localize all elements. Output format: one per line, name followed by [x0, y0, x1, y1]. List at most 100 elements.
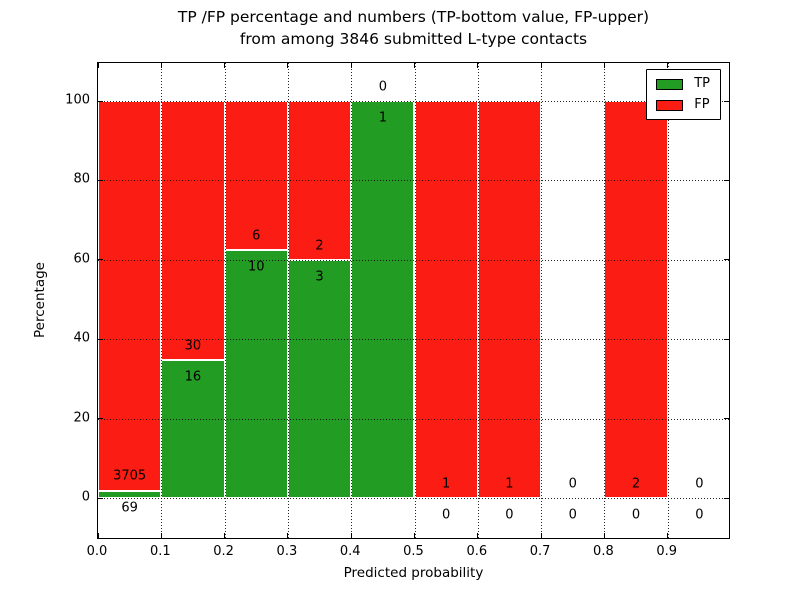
y-tickmark-right: [724, 100, 729, 102]
bar-segment-fp: [224, 101, 288, 250]
fp-count-label: 2: [315, 238, 324, 253]
x-tick-label: 0.3: [276, 544, 298, 559]
y-tickmark-right: [724, 338, 729, 340]
tp-color-swatch-icon: [656, 78, 684, 90]
y-gridline: [98, 339, 729, 341]
fp-count-label: 0: [695, 476, 704, 492]
fp-count-label: 3705: [113, 468, 147, 484]
y-gridline: [98, 418, 729, 420]
tp-count-label: 16: [184, 369, 202, 385]
x-tickmark-top: [414, 63, 415, 68]
bar-segment-fp: [604, 101, 668, 498]
x-gridline: [477, 63, 479, 538]
x-tickmark-bottom: [603, 533, 605, 538]
bar-segment-tp: [98, 490, 162, 498]
x-tick-label: 0.8: [593, 544, 614, 559]
y-gridline: [98, 101, 729, 102]
y-gridline: [98, 498, 729, 499]
x-tickmark-top: [287, 63, 289, 68]
bar-segment-tp: [224, 249, 288, 498]
y-tickmark-left: [98, 338, 103, 340]
x-tick-label: 0.4: [339, 544, 361, 559]
x-tickmark-bottom: [160, 533, 162, 538]
tp-count-label: 0: [442, 507, 451, 523]
x-tickmark-top: [224, 63, 226, 68]
tp-count-label: 1: [378, 110, 387, 126]
x-tick-label: 0.2: [213, 544, 234, 559]
fp-count-label: 0: [378, 79, 387, 95]
x-tickmark-top: [667, 63, 669, 68]
x-tickmark-bottom: [540, 533, 542, 538]
y-tickmark-right: [724, 497, 729, 499]
tp-count-label: 0: [695, 507, 704, 523]
x-gridline: [667, 63, 669, 538]
fp-count-label: 1: [442, 476, 451, 492]
fp-count-label: 2: [631, 476, 641, 492]
y-tickmark-left: [98, 497, 103, 499]
chart-title-line1: TP /FP percentage and numbers (TP-bottom…: [177, 8, 650, 26]
x-gridline: [161, 63, 163, 538]
x-tickmark-bottom: [224, 533, 226, 538]
legend-item-fp: FP: [656, 98, 710, 112]
tp-count-label: 3: [315, 269, 324, 285]
y-tickmark-left: [98, 259, 103, 261]
x-gridline: [541, 63, 543, 538]
x-tickmark-bottom: [667, 533, 669, 538]
x-tickmark-top: [350, 63, 352, 68]
x-tick-label: 0.7: [529, 544, 551, 559]
x-tickmark-bottom: [477, 533, 479, 538]
tp-count-label: 69: [121, 500, 138, 516]
y-tick-label: 60: [73, 251, 90, 267]
tp-count-label: 0: [568, 507, 577, 523]
x-tickmark-top: [477, 63, 479, 68]
fp-color-swatch-icon: [656, 99, 684, 111]
x-gridline: [351, 63, 353, 538]
chart-title-line2: from among 3846 submitted L-type contact…: [239, 30, 588, 48]
chart-title: TP /FP percentage and numbers (TP-bottom…: [97, 6, 730, 50]
x-tickmark-bottom: [287, 533, 289, 538]
x-gridline: [287, 63, 289, 538]
x-tick-label: 0.9: [656, 544, 678, 559]
y-gridline: [98, 259, 729, 261]
y-tick-label: 20: [73, 410, 90, 426]
x-tickmark-top: [97, 63, 99, 68]
bar-segment-fp: [98, 101, 162, 491]
x-tick-label: 0.0: [86, 544, 108, 559]
y-tickmark-left: [98, 418, 103, 420]
y-tickmark-right: [724, 179, 729, 181]
bar-segment-tp: [351, 101, 415, 498]
y-tick-label: 80: [73, 171, 90, 187]
y-tickmark-right: [724, 259, 729, 261]
bar-segment-fp: [414, 101, 478, 498]
x-tickmark-top: [540, 63, 542, 68]
tp-count-label: 10: [247, 259, 265, 275]
x-gridline: [414, 63, 416, 538]
y-tick-label: 100: [65, 92, 90, 108]
tp-count-label: 0: [505, 507, 514, 523]
y-tick-label: 40: [73, 330, 90, 346]
x-tick-label: 0.1: [149, 544, 171, 559]
y-gridline: [98, 180, 729, 182]
legend-label-tp: TP: [694, 76, 710, 91]
x-tickmark-top: [603, 63, 605, 68]
x-gridline: [224, 63, 226, 538]
x-tickmark-bottom: [350, 533, 352, 538]
x-tick-label: 0.6: [466, 544, 488, 559]
x-tickmark-bottom: [414, 533, 415, 538]
fp-count-label: 1: [505, 476, 514, 492]
fp-count-label: 6: [252, 228, 261, 244]
y-tickmark-left: [98, 179, 103, 181]
x-tick-label: 0.5: [403, 544, 424, 559]
y-tickmark-left: [98, 100, 103, 102]
bar-segment-fp: [161, 101, 225, 360]
x-tickmark-top: [160, 63, 162, 68]
plot-area: TP FP 3705 69 30 16 6 10 2 3 0 1 1 0 1 0 0 0 2 0 0 0: [97, 62, 730, 539]
y-axis-title: Percentage: [32, 262, 48, 338]
bar-segment-tp: [287, 259, 352, 498]
bar-segment-fp: [477, 101, 542, 498]
y-tick-label: 0: [81, 489, 90, 505]
legend-label-fp: FP: [694, 97, 710, 112]
x-tickmark-bottom: [97, 533, 99, 538]
y-tickmark-right: [724, 418, 729, 420]
